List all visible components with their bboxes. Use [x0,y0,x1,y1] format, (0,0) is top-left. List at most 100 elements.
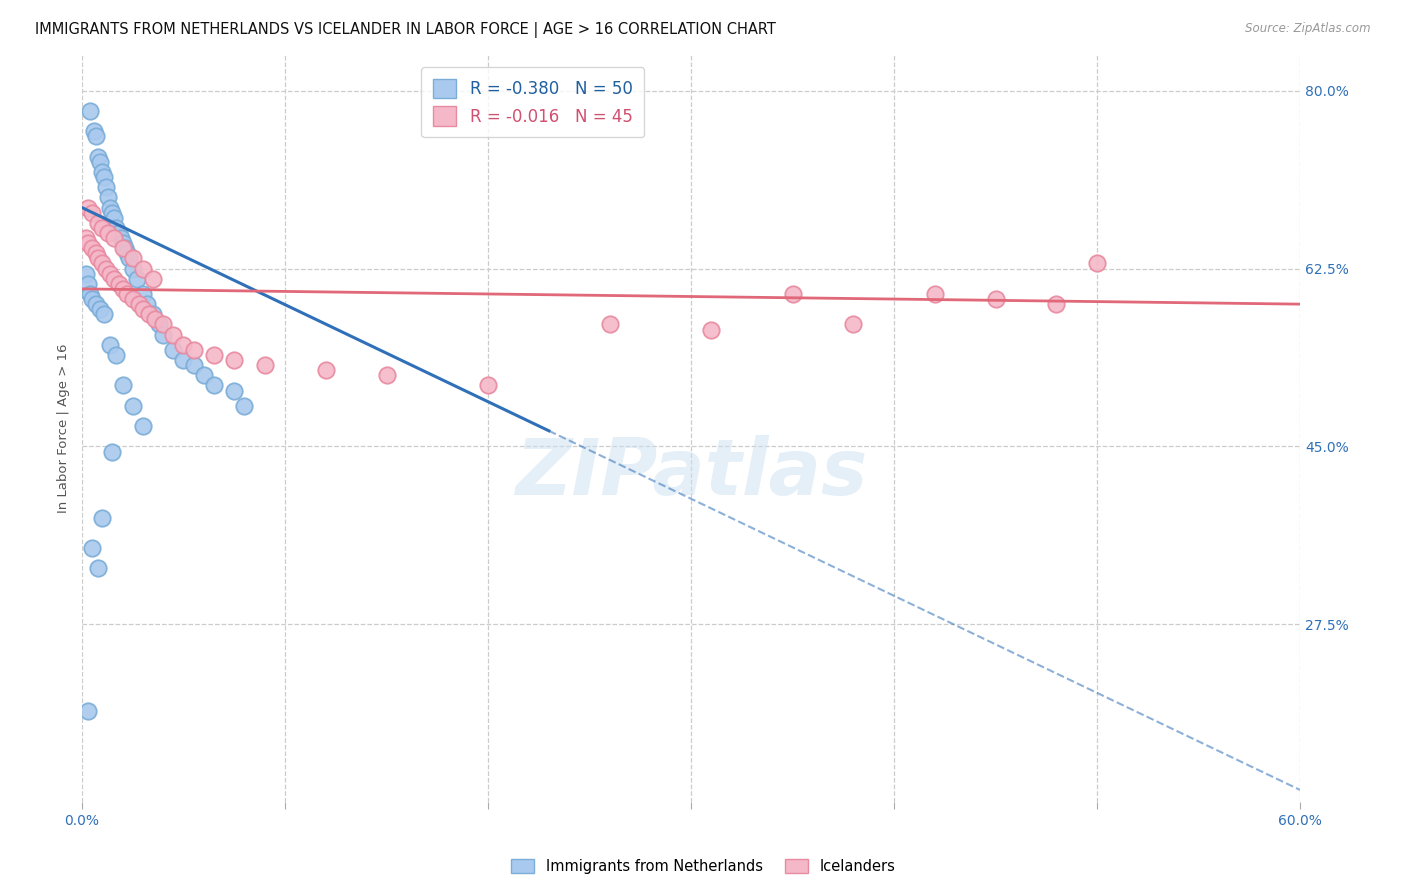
Point [111,378,134,392]
Point [77,704,100,718]
Point [97,190,120,204]
Point [87,216,110,230]
Y-axis label: In Labor Force | Age > 16: In Labor Force | Age > 16 [58,344,70,514]
Point [89,302,111,317]
Point [101,205,124,219]
Point [93,170,115,185]
Point [100,201,122,215]
Point [91,510,114,524]
Point [193,368,215,383]
Point [375,368,398,383]
Point [142,271,165,285]
Point [183,343,205,357]
Point [75,267,97,281]
Legend: R = -0.380   N = 50, R = -0.016   N = 45: R = -0.380 N = 50, R = -0.016 N = 45 [422,67,644,137]
Point [132,302,155,317]
Point [100,338,122,352]
Point [202,378,225,392]
Text: ZIPatlas: ZIPatlas [515,435,868,511]
Text: Source: ZipAtlas.com: Source: ZipAtlas.com [1246,22,1371,36]
Point [110,231,132,245]
Point [1085,256,1108,270]
Point [143,312,166,326]
Point [121,261,143,276]
Point [103,211,125,225]
Point [93,307,115,321]
Point [477,378,499,392]
Point [132,419,155,434]
Point [100,267,122,281]
Point [84,129,107,144]
Point [128,297,150,311]
Point [111,282,134,296]
Point [82,541,104,555]
Point [87,252,110,266]
Point [253,358,276,372]
Point [83,124,105,138]
Point [132,287,155,301]
Point [121,252,143,266]
Point [121,292,143,306]
Point [114,241,136,255]
Point [700,322,723,336]
Point [924,287,946,301]
Point [115,287,138,301]
Point [107,277,129,291]
Point [121,399,143,413]
Point [91,221,114,235]
Point [87,561,110,575]
Point [111,241,134,255]
Point [162,343,184,357]
Point [105,348,128,362]
Point [842,318,865,332]
Point [125,271,148,285]
Point [173,338,195,352]
Point [89,154,111,169]
Point [105,221,128,235]
Point [782,287,804,301]
Point [984,292,1007,306]
Point [75,231,97,245]
Point [111,236,134,251]
Text: IMMIGRANTS FROM NETHERLANDS VS ICELANDER IN LABOR FORCE | AGE > 16 CORRELATION C: IMMIGRANTS FROM NETHERLANDS VS ICELANDER… [35,22,776,38]
Point [79,287,101,301]
Point [77,277,100,291]
Point [96,180,118,194]
Point [152,327,174,342]
Point [115,246,138,260]
Point [84,297,107,311]
Point [233,399,256,413]
Point [87,150,110,164]
Point [224,384,246,398]
Point [82,292,104,306]
Point [162,327,184,342]
Point [1045,297,1067,311]
Point [77,201,100,215]
Point [136,297,159,311]
Point [142,307,165,321]
Point [132,261,155,276]
Point [84,246,107,260]
Point [103,231,125,245]
Point [152,318,174,332]
Point [107,226,129,240]
Point [138,307,160,321]
Point [91,165,114,179]
Point [91,256,114,270]
Legend: Immigrants from Netherlands, Icelanders: Immigrants from Netherlands, Icelanders [505,854,901,880]
Point [101,444,124,458]
Point [315,363,337,377]
Point [79,103,101,118]
Point [224,353,246,368]
Point [183,358,205,372]
Point [77,236,100,251]
Point [118,252,141,266]
Point [82,241,104,255]
Point [202,348,225,362]
Point [97,226,120,240]
Point [173,353,195,368]
Point [82,205,104,219]
Point [599,318,621,332]
Point [96,261,118,276]
Point [148,318,170,332]
